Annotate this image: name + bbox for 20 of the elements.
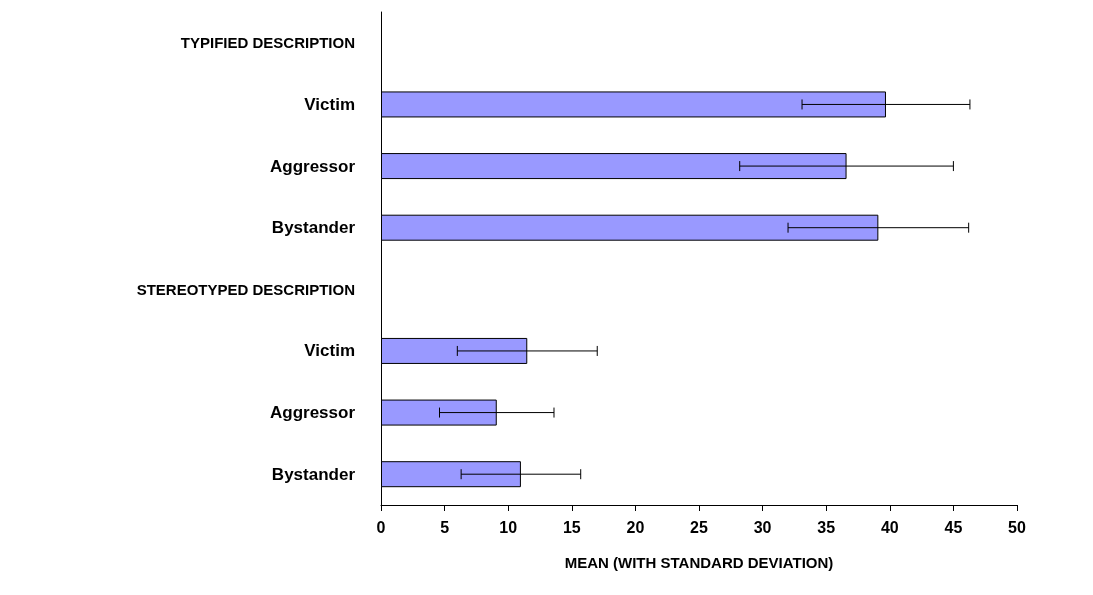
y-tick-label: STEREOTYPED DESCRIPTION (136, 280, 355, 298)
y-tick-label: Aggressor (269, 156, 356, 176)
x-axis-title: MEAN (WITH STANDARD DEVIATION) (564, 554, 834, 571)
x-tick-label: 10 (499, 518, 518, 536)
x-tick-label: 25 (690, 518, 708, 536)
x-tick-label: 35 (817, 518, 836, 536)
x-tick-label: 20 (626, 518, 645, 536)
x-tick-label: 5 (440, 518, 450, 536)
x-tick-label: 30 (753, 518, 772, 536)
x-tick-label: 50 (1008, 518, 1026, 536)
x-tick-label: 40 (880, 518, 899, 536)
y-tick-label: Bystander (271, 218, 356, 238)
y-tick-label: Victim (304, 341, 355, 361)
x-tick-label: 0 (376, 518, 386, 536)
y-tick-label: Aggressor (269, 403, 356, 423)
x-tick-label: 15 (562, 518, 581, 536)
y-tick-label: Victim (304, 94, 355, 114)
x-tick-label: 45 (944, 518, 963, 536)
y-tick-label: Bystander (271, 464, 356, 484)
y-tick-label: TYPIFIED DESCRIPTION (180, 34, 355, 52)
